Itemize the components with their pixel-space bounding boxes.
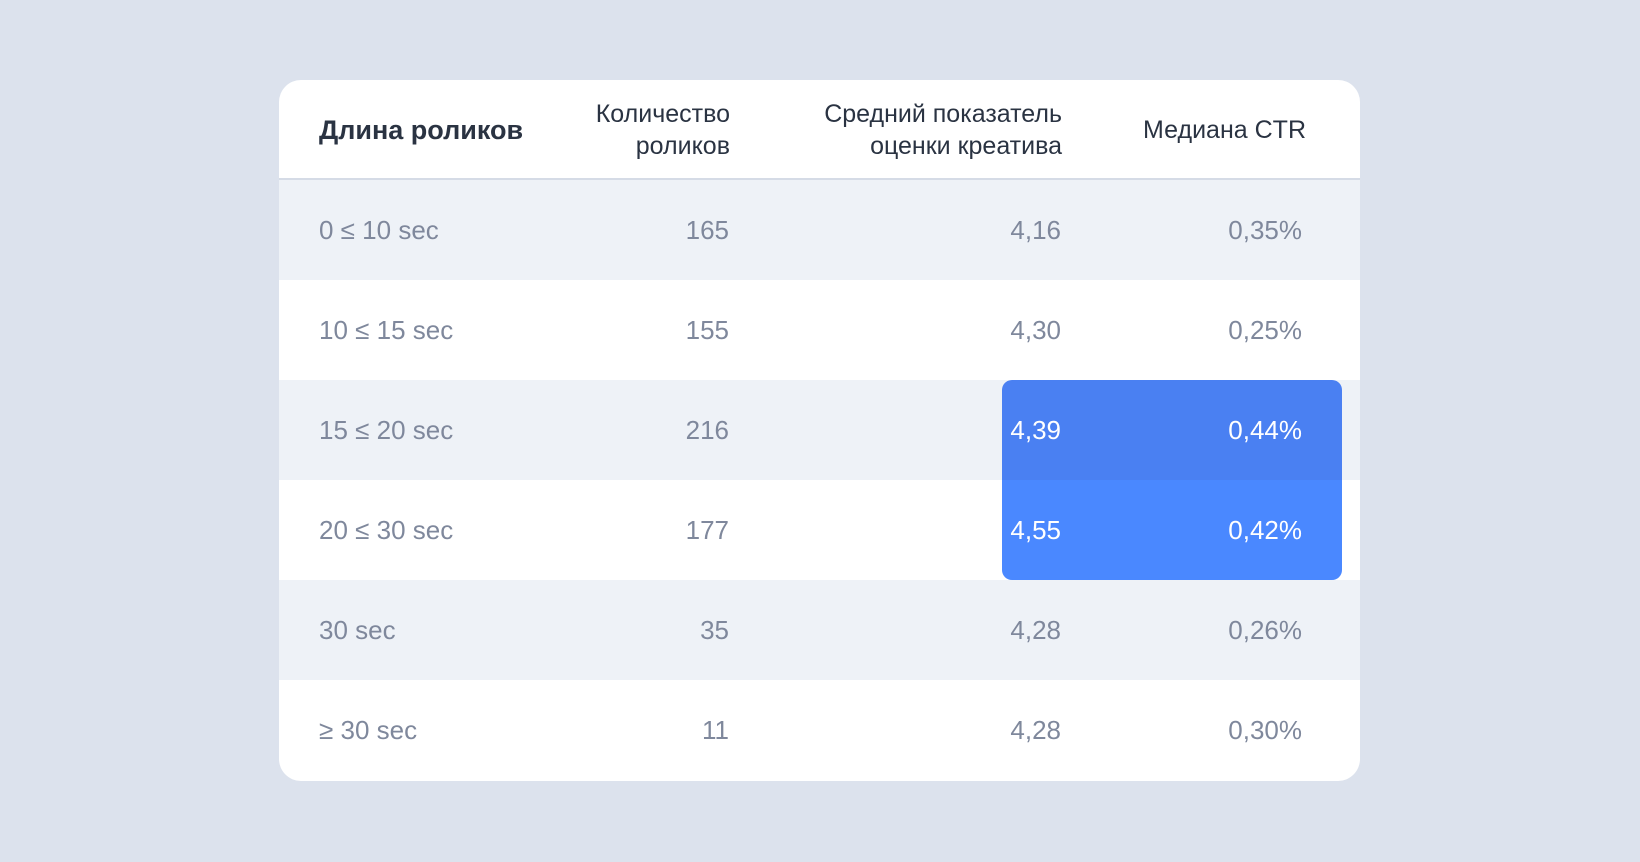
cell-ctr: 0,44% [1228,415,1302,445]
cell-ctr: 0,42% [1228,515,1302,545]
cell-count: 11 [702,715,729,745]
cell-count: 216 [685,415,729,445]
cell-score: 4,16 [1010,215,1061,245]
cell-score: 4,39 [1010,415,1061,445]
cell-length: 15 ≤ 20 sec [319,415,454,445]
cell-count: 177 [685,515,729,545]
cell-ctr: 0,35% [1228,215,1302,245]
table-row [279,580,1360,680]
table-text-layer: 0 ≤ 10 sec 165 4,16 0,35% 10 ≤ 15 sec 155 4,30… [279,80,1360,781]
header-length: Длина роликов [319,115,524,145]
cell-score: 4,30 [1010,315,1061,345]
header-score: Средний показатель оценки креатива [824,100,1062,160]
table-row [279,180,1360,280]
cell-length: 0 ≤ 10 sec [319,215,439,245]
header-ctr: Медиана CTR [1143,116,1306,144]
highlight-block [1002,380,1342,580]
cell-count: 35 [700,615,729,645]
data-table: Длина роликов Количество роликов Средний… [279,80,1360,781]
header-count: Количество роликов [595,100,730,160]
table-header: Длина роликов Количество роликов Средний… [279,80,1360,180]
cell-length: 30 sec [319,615,396,645]
cell-length: 20 ≤ 30 sec [319,515,454,545]
cell-count: 155 [685,315,729,345]
cell-ctr: 0,25% [1228,315,1302,345]
cell-length: ≥ 30 sec [319,715,418,745]
cell-score: 4,28 [1010,615,1061,645]
cell-count: 165 [685,215,729,245]
highlight-top [1002,380,1342,480]
highlight-bottom [1002,480,1342,580]
cell-ctr: 0,26% [1228,615,1302,645]
cell-score: 4,28 [1010,715,1061,745]
table-body [279,180,1360,780]
cell-ctr: 0,30% [1228,715,1302,745]
cell-length: 10 ≤ 15 sec [319,315,454,345]
cell-score: 4,55 [1010,515,1061,545]
